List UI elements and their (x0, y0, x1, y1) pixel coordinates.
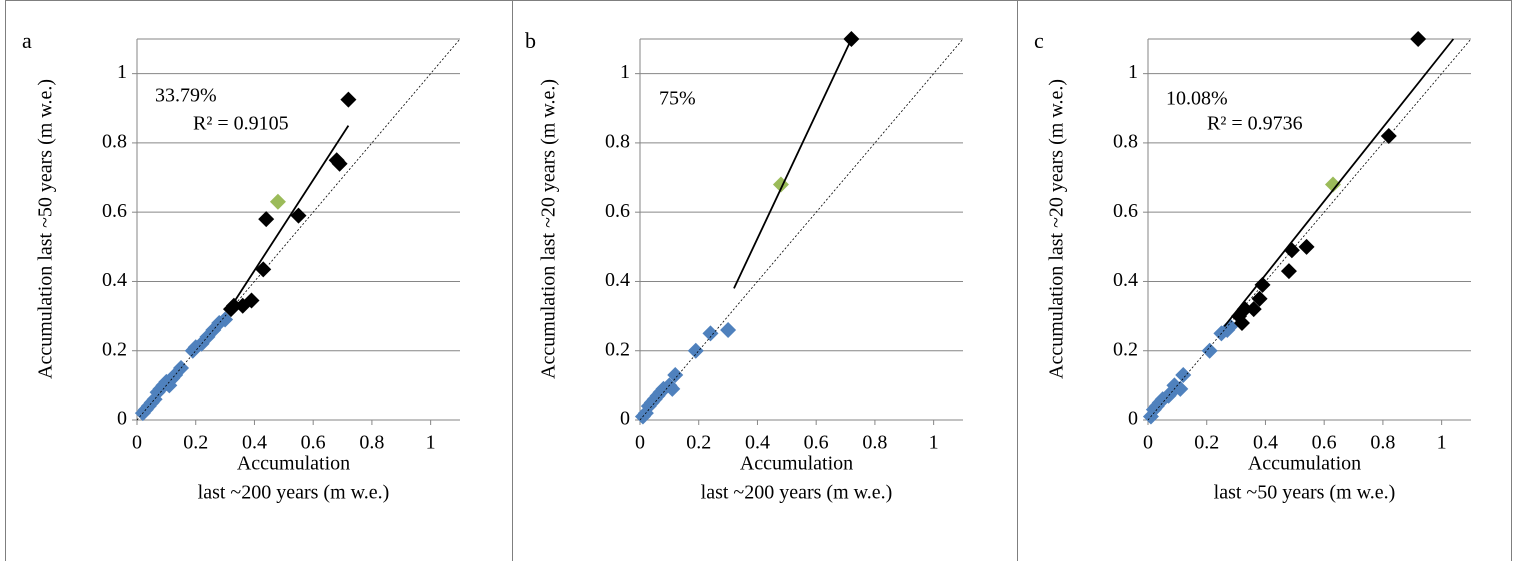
y-tick-label: 0.6 (1113, 200, 1138, 222)
panel-label: b (525, 28, 536, 53)
x-tick-label: 0.4 (242, 432, 267, 454)
x-axis-title: last ~50 years (m w.e.) (1214, 482, 1396, 504)
y-tick-label: 0 (1128, 408, 1138, 430)
x-axis-title: Accumulation (1248, 453, 1361, 475)
trend-line (233, 125, 350, 303)
y-axis-title: Accumulation last ~50 years (m w.e.) (35, 79, 57, 379)
point (1298, 238, 1315, 255)
point (702, 325, 719, 342)
point (664, 380, 681, 397)
point (1280, 263, 1297, 280)
y-tick-label: 1 (1128, 61, 1138, 83)
annotation: 10.08% (1166, 88, 1228, 110)
point (667, 366, 684, 383)
point (1201, 342, 1218, 359)
x-axis-title: last ~200 years (m w.e.) (198, 482, 390, 504)
y-tick-label: 0 (620, 408, 630, 430)
x-tick-label: 0.4 (1253, 432, 1278, 454)
y-tick-label: 0.8 (605, 131, 630, 153)
x-tick-label: 0.2 (686, 432, 711, 454)
annotation: R² = 0.9736 (1207, 113, 1303, 135)
point (1410, 31, 1427, 47)
identity-line (639, 38, 964, 421)
point (1283, 242, 1300, 259)
identity-line (136, 38, 461, 421)
point (255, 261, 272, 278)
y-tick-label: 0.6 (605, 200, 630, 222)
x-tick-label: 0.2 (183, 432, 208, 454)
point (720, 321, 737, 338)
point (290, 207, 307, 224)
y-tick-label: 0.6 (102, 200, 127, 222)
annotation: 33.79% (155, 85, 217, 107)
x-tick-label: 1 (1437, 432, 1447, 454)
point (1175, 366, 1192, 383)
point (340, 91, 357, 108)
point (1245, 301, 1262, 318)
y-tick-label: 0.2 (102, 338, 127, 360)
y-tick-label: 0 (117, 408, 127, 430)
y-tick-label: 0.2 (1113, 338, 1138, 360)
x-tick-label: 0.6 (804, 432, 829, 454)
x-tick-label: 0.6 (301, 432, 326, 454)
panel-label: a (22, 28, 32, 53)
point (1172, 380, 1189, 397)
x-tick-label: 0 (132, 432, 142, 454)
point (1233, 315, 1250, 332)
x-tick-label: 0 (1143, 432, 1153, 454)
x-tick-label: 0.8 (1370, 432, 1395, 454)
trend-line (733, 38, 853, 289)
x-tick-label: 0.4 (745, 432, 770, 454)
y-tick-label: 0.8 (1113, 131, 1138, 153)
x-axis-title: last ~200 years (m w.e.) (701, 482, 893, 504)
point (1222, 318, 1239, 335)
x-tick-label: 0.8 (862, 432, 887, 454)
point (1324, 176, 1341, 193)
trend-line (1223, 38, 1455, 328)
point (269, 193, 286, 210)
point (687, 342, 704, 359)
y-axis-title: Accumulation last ~20 years (m w.e.) (1046, 79, 1068, 379)
annotation: R² = 0.9105 (193, 113, 289, 135)
y-tick-label: 0.4 (605, 269, 630, 291)
y-tick-label: 0.4 (102, 269, 127, 291)
panel-label: c (1034, 28, 1044, 53)
x-tick-label: 0 (635, 432, 645, 454)
annotation: 75% (659, 88, 696, 110)
point (243, 292, 260, 309)
y-tick-label: 1 (117, 61, 127, 83)
x-axis-title: Accumulation (237, 453, 350, 475)
point (331, 155, 348, 172)
y-tick-label: 0.4 (1113, 269, 1138, 291)
point (258, 211, 275, 228)
x-axis-title: Accumulation (740, 453, 853, 475)
x-tick-label: 0.6 (1312, 432, 1337, 454)
y-tick-label: 0.2 (605, 338, 630, 360)
frame (5, 0, 1512, 561)
x-tick-label: 1 (426, 432, 436, 454)
y-tick-label: 0.8 (102, 131, 127, 153)
y-tick-label: 1 (620, 61, 630, 83)
y-axis-title: Accumulation last ~20 years (m w.e.) (538, 79, 560, 379)
x-tick-label: 0.2 (1194, 432, 1219, 454)
point (1251, 290, 1268, 307)
identity-line (1147, 38, 1472, 421)
x-tick-label: 1 (929, 432, 939, 454)
point (217, 311, 234, 328)
x-tick-label: 0.8 (359, 432, 384, 454)
